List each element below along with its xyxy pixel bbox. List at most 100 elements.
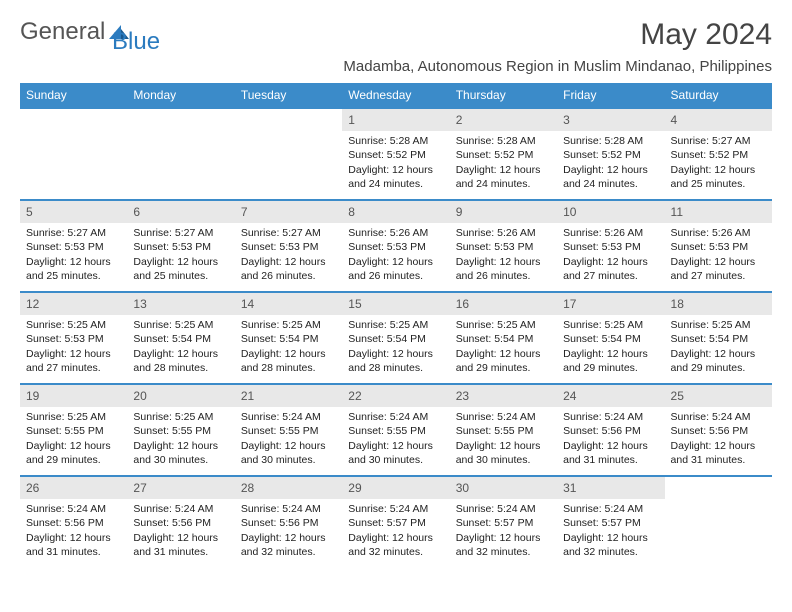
daylight-text: Daylight: 12 hours and 30 minutes. (348, 439, 443, 467)
sunset-text: Sunset: 5:53 PM (241, 240, 336, 254)
daylight-text: Daylight: 12 hours and 24 minutes. (563, 163, 658, 191)
calendar-day (235, 109, 342, 199)
calendar-day: 6Sunrise: 5:27 AMSunset: 5:53 PMDaylight… (127, 201, 234, 291)
day-number: 3 (557, 109, 664, 131)
day-number: 27 (127, 477, 234, 499)
day-body: Sunrise: 5:28 AMSunset: 5:52 PMDaylight:… (557, 131, 664, 197)
day-body: Sunrise: 5:26 AMSunset: 5:53 PMDaylight:… (450, 223, 557, 289)
day-body: Sunrise: 5:24 AMSunset: 5:57 PMDaylight:… (450, 499, 557, 565)
calendar-day: 1Sunrise: 5:28 AMSunset: 5:52 PMDaylight… (342, 109, 449, 199)
day-number (127, 109, 234, 131)
sunset-text: Sunset: 5:52 PM (348, 148, 443, 162)
day-body: Sunrise: 5:26 AMSunset: 5:53 PMDaylight:… (342, 223, 449, 289)
sunset-text: Sunset: 5:54 PM (563, 332, 658, 346)
daylight-text: Daylight: 12 hours and 28 minutes. (133, 347, 228, 375)
day-body: Sunrise: 5:28 AMSunset: 5:52 PMDaylight:… (450, 131, 557, 197)
day-body (235, 131, 342, 140)
daylight-text: Daylight: 12 hours and 29 minutes. (456, 347, 551, 375)
sunset-text: Sunset: 5:55 PM (456, 424, 551, 438)
day-number: 1 (342, 109, 449, 131)
calendar-day: 25Sunrise: 5:24 AMSunset: 5:56 PMDayligh… (665, 385, 772, 475)
calendar-week: 5Sunrise: 5:27 AMSunset: 5:53 PMDaylight… (20, 199, 772, 291)
sunrise-text: Sunrise: 5:28 AM (563, 134, 658, 148)
daylight-text: Daylight: 12 hours and 31 minutes. (563, 439, 658, 467)
day-number: 17 (557, 293, 664, 315)
day-number (665, 477, 772, 499)
sunrise-text: Sunrise: 5:27 AM (241, 226, 336, 240)
calendar-day (127, 109, 234, 199)
day-number: 23 (450, 385, 557, 407)
calendar-day: 15Sunrise: 5:25 AMSunset: 5:54 PMDayligh… (342, 293, 449, 383)
sunset-text: Sunset: 5:55 PM (26, 424, 121, 438)
daylight-text: Daylight: 12 hours and 32 minutes. (456, 531, 551, 559)
sunrise-text: Sunrise: 5:25 AM (133, 410, 228, 424)
day-body: Sunrise: 5:25 AMSunset: 5:54 PMDaylight:… (557, 315, 664, 381)
daylight-text: Daylight: 12 hours and 26 minutes. (241, 255, 336, 283)
calendar-day: 22Sunrise: 5:24 AMSunset: 5:55 PMDayligh… (342, 385, 449, 475)
sunrise-text: Sunrise: 5:25 AM (348, 318, 443, 332)
sunset-text: Sunset: 5:53 PM (563, 240, 658, 254)
day-number: 26 (20, 477, 127, 499)
day-number: 29 (342, 477, 449, 499)
day-body (665, 499, 772, 508)
weekday-friday: Friday (557, 83, 664, 107)
day-number: 22 (342, 385, 449, 407)
daylight-text: Daylight: 12 hours and 32 minutes. (348, 531, 443, 559)
day-body (20, 131, 127, 140)
calendar-day: 2Sunrise: 5:28 AMSunset: 5:52 PMDaylight… (450, 109, 557, 199)
calendar-day: 26Sunrise: 5:24 AMSunset: 5:56 PMDayligh… (20, 477, 127, 567)
weekday-saturday: Saturday (665, 83, 772, 107)
sunrise-text: Sunrise: 5:24 AM (133, 502, 228, 516)
sunset-text: Sunset: 5:54 PM (133, 332, 228, 346)
day-body: Sunrise: 5:24 AMSunset: 5:56 PMDaylight:… (127, 499, 234, 565)
sunset-text: Sunset: 5:53 PM (348, 240, 443, 254)
sunrise-text: Sunrise: 5:25 AM (26, 410, 121, 424)
day-body: Sunrise: 5:25 AMSunset: 5:54 PMDaylight:… (235, 315, 342, 381)
calendar-day: 20Sunrise: 5:25 AMSunset: 5:55 PMDayligh… (127, 385, 234, 475)
sunset-text: Sunset: 5:54 PM (671, 332, 766, 346)
daylight-text: Daylight: 12 hours and 31 minutes. (26, 531, 121, 559)
calendar-day: 13Sunrise: 5:25 AMSunset: 5:54 PMDayligh… (127, 293, 234, 383)
day-number: 24 (557, 385, 664, 407)
weekday-wednesday: Wednesday (342, 83, 449, 107)
calendar-day: 12Sunrise: 5:25 AMSunset: 5:53 PMDayligh… (20, 293, 127, 383)
day-number: 25 (665, 385, 772, 407)
sunrise-text: Sunrise: 5:25 AM (563, 318, 658, 332)
calendar-week: 12Sunrise: 5:25 AMSunset: 5:53 PMDayligh… (20, 291, 772, 383)
calendar-body: 1Sunrise: 5:28 AMSunset: 5:52 PMDaylight… (20, 107, 772, 567)
day-number: 18 (665, 293, 772, 315)
daylight-text: Daylight: 12 hours and 25 minutes. (133, 255, 228, 283)
calendar-day: 23Sunrise: 5:24 AMSunset: 5:55 PMDayligh… (450, 385, 557, 475)
day-body: Sunrise: 5:25 AMSunset: 5:54 PMDaylight:… (665, 315, 772, 381)
sunrise-text: Sunrise: 5:26 AM (671, 226, 766, 240)
daylight-text: Daylight: 12 hours and 30 minutes. (456, 439, 551, 467)
day-body: Sunrise: 5:27 AMSunset: 5:53 PMDaylight:… (20, 223, 127, 289)
calendar-day: 3Sunrise: 5:28 AMSunset: 5:52 PMDaylight… (557, 109, 664, 199)
day-body: Sunrise: 5:25 AMSunset: 5:54 PMDaylight:… (450, 315, 557, 381)
daylight-text: Daylight: 12 hours and 28 minutes. (241, 347, 336, 375)
day-body: Sunrise: 5:24 AMSunset: 5:56 PMDaylight:… (665, 407, 772, 473)
weekday-sunday: Sunday (20, 83, 127, 107)
daylight-text: Daylight: 12 hours and 29 minutes. (671, 347, 766, 375)
daylight-text: Daylight: 12 hours and 24 minutes. (456, 163, 551, 191)
day-number: 14 (235, 293, 342, 315)
logo-text-2: Blue (112, 28, 160, 55)
calendar-day: 21Sunrise: 5:24 AMSunset: 5:55 PMDayligh… (235, 385, 342, 475)
sunrise-text: Sunrise: 5:26 AM (348, 226, 443, 240)
day-number: 8 (342, 201, 449, 223)
sunset-text: Sunset: 5:53 PM (26, 332, 121, 346)
calendar-day: 28Sunrise: 5:24 AMSunset: 5:56 PMDayligh… (235, 477, 342, 567)
sunrise-text: Sunrise: 5:25 AM (671, 318, 766, 332)
day-number: 20 (127, 385, 234, 407)
calendar-day: 30Sunrise: 5:24 AMSunset: 5:57 PMDayligh… (450, 477, 557, 567)
calendar-day: 10Sunrise: 5:26 AMSunset: 5:53 PMDayligh… (557, 201, 664, 291)
day-body: Sunrise: 5:26 AMSunset: 5:53 PMDaylight:… (557, 223, 664, 289)
sunrise-text: Sunrise: 5:24 AM (348, 502, 443, 516)
sunset-text: Sunset: 5:52 PM (671, 148, 766, 162)
calendar-day: 5Sunrise: 5:27 AMSunset: 5:53 PMDaylight… (20, 201, 127, 291)
day-body: Sunrise: 5:28 AMSunset: 5:52 PMDaylight:… (342, 131, 449, 197)
calendar-day: 11Sunrise: 5:26 AMSunset: 5:53 PMDayligh… (665, 201, 772, 291)
daylight-text: Daylight: 12 hours and 25 minutes. (671, 163, 766, 191)
day-body: Sunrise: 5:27 AMSunset: 5:53 PMDaylight:… (127, 223, 234, 289)
sunrise-text: Sunrise: 5:25 AM (456, 318, 551, 332)
